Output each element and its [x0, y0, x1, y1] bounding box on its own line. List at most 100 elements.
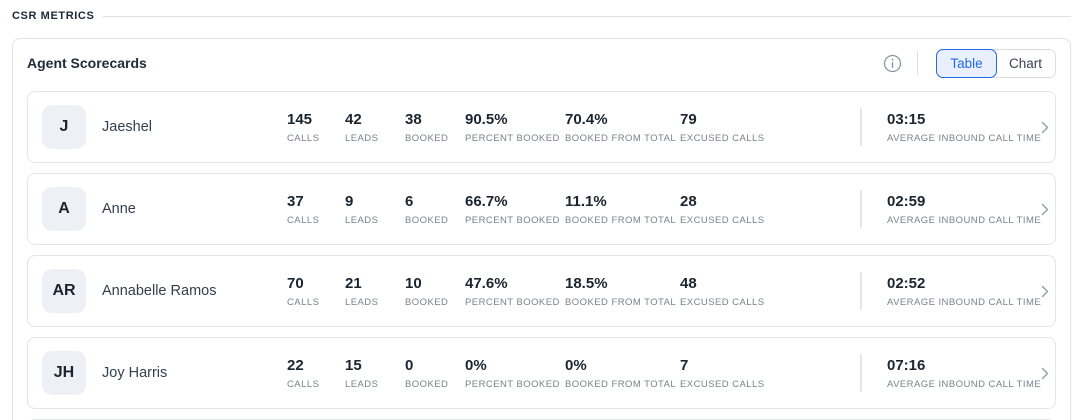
- stat-booked-from-total-value: 0%: [565, 356, 587, 374]
- table-view-button[interactable]: Table: [936, 48, 997, 78]
- stat-avg-inbound-call-time-value: 02:59: [887, 192, 926, 210]
- stat-excused-calls-value: 28: [680, 192, 697, 210]
- stat-calls-value: 22: [287, 356, 304, 374]
- stat-percent-booked-value: 66.7%: [465, 192, 508, 210]
- stat-booked-value: 0: [405, 356, 414, 374]
- card-title: Agent Scorecards: [27, 55, 147, 71]
- stat-leads: 9 LEADS: [345, 193, 405, 226]
- avatar-initials: JH: [53, 364, 75, 381]
- avatar-initials: AR: [52, 282, 76, 299]
- stat-booked-from-total: 70.4% BOOKED FROM TOTAL: [565, 111, 680, 144]
- stat-booked: 38 BOOKED: [405, 111, 465, 144]
- stat-percent-booked-label: PERCENT BOOKED: [465, 296, 560, 308]
- stat-excused-calls-value: 48: [680, 274, 697, 292]
- card-header-actions: Table Chart: [881, 48, 1056, 78]
- stat-leads: 21 LEADS: [345, 275, 405, 308]
- stat-leads-label: LEADS: [345, 378, 379, 390]
- stat-excused-calls: 28 EXCUSED CALLS: [680, 193, 860, 226]
- stat-calls: 22 CALLS: [287, 357, 345, 390]
- stat-booked-from-total-label: BOOKED FROM TOTAL: [565, 296, 677, 308]
- agent-scorecards-card: Agent Scorecards Table Chart J: [12, 38, 1071, 420]
- stat-booked-from-total: 11.1% BOOKED FROM TOTAL: [565, 193, 680, 226]
- time-section-divider: [860, 108, 862, 146]
- stat-booked-label: BOOKED: [405, 296, 449, 308]
- stat-percent-booked: 47.6% PERCENT BOOKED: [465, 275, 565, 308]
- stat-avg-inbound-call-time-label: AVERAGE INBOUND CALL TIME: [887, 132, 1042, 144]
- time-section-divider: [860, 354, 862, 392]
- stat-excused-calls-value: 79: [680, 110, 697, 128]
- stat-booked-label: BOOKED: [405, 132, 449, 144]
- stat-percent-booked-value: 90.5%: [465, 110, 508, 128]
- stat-percent-booked: 0% PERCENT BOOKED: [465, 357, 565, 390]
- stat-avg-inbound-call-time-value: 02:52: [887, 274, 926, 292]
- agent-name: Anne: [102, 201, 136, 217]
- stat-excused-calls: 79 EXCUSED CALLS: [680, 111, 860, 144]
- stat-booked-from-total-value: 11.1%: [565, 192, 607, 210]
- stat-avg-inbound-call-time: 02:59 AVERAGE INBOUND CALL TIME: [887, 193, 1041, 226]
- stat-leads-label: LEADS: [345, 214, 379, 226]
- stat-booked: 0 BOOKED: [405, 357, 465, 390]
- stat-calls-value: 145: [287, 110, 313, 128]
- header-divider: [917, 51, 918, 75]
- stat-calls-value: 70: [287, 274, 304, 292]
- avatar-initials: J: [59, 118, 69, 135]
- stat-booked-from-total-value: 18.5%: [565, 274, 608, 292]
- view-toggle: Table Chart: [936, 48, 1056, 78]
- agent-row[interactable]: AR Annabelle Ramos 70 CALLS 21 LEADS 10 …: [27, 255, 1056, 327]
- stat-leads-value: 42: [345, 110, 362, 128]
- stat-booked-from-total: 18.5% BOOKED FROM TOTAL: [565, 275, 680, 308]
- stat-booked-value: 38: [405, 110, 422, 128]
- stat-booked-value: 6: [405, 192, 414, 210]
- stat-leads-label: LEADS: [345, 132, 379, 144]
- chevron-right-icon: [1041, 367, 1049, 380]
- agent-name: Annabelle Ramos: [102, 283, 217, 299]
- chevron-right-icon: [1041, 285, 1049, 298]
- agent-rows: J Jaeshel 145 CALLS 42 LEADS 38 BOOKED 9…: [27, 91, 1056, 420]
- section-title: CSR METRICS: [12, 10, 95, 22]
- section-divider: [103, 15, 1071, 17]
- stat-leads-value: 15: [345, 356, 362, 374]
- avatar: AR: [42, 269, 86, 313]
- chevron-right-icon: [1041, 203, 1049, 216]
- stat-booked: 10 BOOKED: [405, 275, 465, 308]
- stat-leads-label: LEADS: [345, 296, 379, 308]
- stat-booked: 6 BOOKED: [405, 193, 465, 226]
- stat-excused-calls-label: EXCUSED CALLS: [680, 296, 765, 308]
- stat-percent-booked-label: PERCENT BOOKED: [465, 132, 560, 144]
- agent-row[interactable]: A Anne 37 CALLS 9 LEADS 6 BOOKED 66.7% P…: [27, 173, 1056, 245]
- stat-avg-inbound-call-time-label: AVERAGE INBOUND CALL TIME: [887, 378, 1042, 390]
- avatar: J: [42, 105, 86, 149]
- stat-percent-booked-label: PERCENT BOOKED: [465, 378, 560, 390]
- stat-booked-label: BOOKED: [405, 214, 449, 226]
- stat-calls-label: CALLS: [287, 296, 320, 308]
- stat-leads-value: 21: [345, 274, 362, 292]
- stat-booked-from-total-label: BOOKED FROM TOTAL: [565, 378, 677, 390]
- stat-percent-booked-label: PERCENT BOOKED: [465, 214, 560, 226]
- time-section-divider: [860, 190, 862, 228]
- stat-excused-calls: 7 EXCUSED CALLS: [680, 357, 860, 390]
- stat-avg-inbound-call-time: 02:52 AVERAGE INBOUND CALL TIME: [887, 275, 1041, 308]
- agent-row[interactable]: JH Joy Harris 22 CALLS 15 LEADS 0 BOOKED…: [27, 337, 1056, 409]
- stat-percent-booked: 90.5% PERCENT BOOKED: [465, 111, 565, 144]
- card-header: Agent Scorecards Table Chart: [27, 48, 1056, 78]
- stat-booked-from-total-label: BOOKED FROM TOTAL: [565, 132, 677, 144]
- stat-avg-inbound-call-time-value: 03:15: [887, 110, 926, 128]
- stat-booked-from-total: 0% BOOKED FROM TOTAL: [565, 357, 680, 390]
- stat-booked-value: 10: [405, 274, 422, 292]
- info-icon[interactable]: [881, 52, 903, 74]
- chart-view-button[interactable]: Chart: [996, 49, 1055, 77]
- stat-avg-inbound-call-time-label: AVERAGE INBOUND CALL TIME: [887, 296, 1042, 308]
- avatar-initials: A: [58, 200, 70, 217]
- stat-booked-from-total-label: BOOKED FROM TOTAL: [565, 214, 677, 226]
- stat-excused-calls-label: EXCUSED CALLS: [680, 214, 765, 226]
- stat-booked-label: BOOKED: [405, 378, 449, 390]
- stat-avg-inbound-call-time: 07:16 AVERAGE INBOUND CALL TIME: [887, 357, 1041, 390]
- stat-excused-calls: 48 EXCUSED CALLS: [680, 275, 860, 308]
- stat-percent-booked-value: 0%: [465, 356, 487, 374]
- agent-row[interactable]: J Jaeshel 145 CALLS 42 LEADS 38 BOOKED 9…: [27, 91, 1056, 163]
- stat-calls-label: CALLS: [287, 214, 320, 226]
- avatar: A: [42, 187, 86, 231]
- stat-leads: 15 LEADS: [345, 357, 405, 390]
- avatar: JH: [42, 351, 86, 395]
